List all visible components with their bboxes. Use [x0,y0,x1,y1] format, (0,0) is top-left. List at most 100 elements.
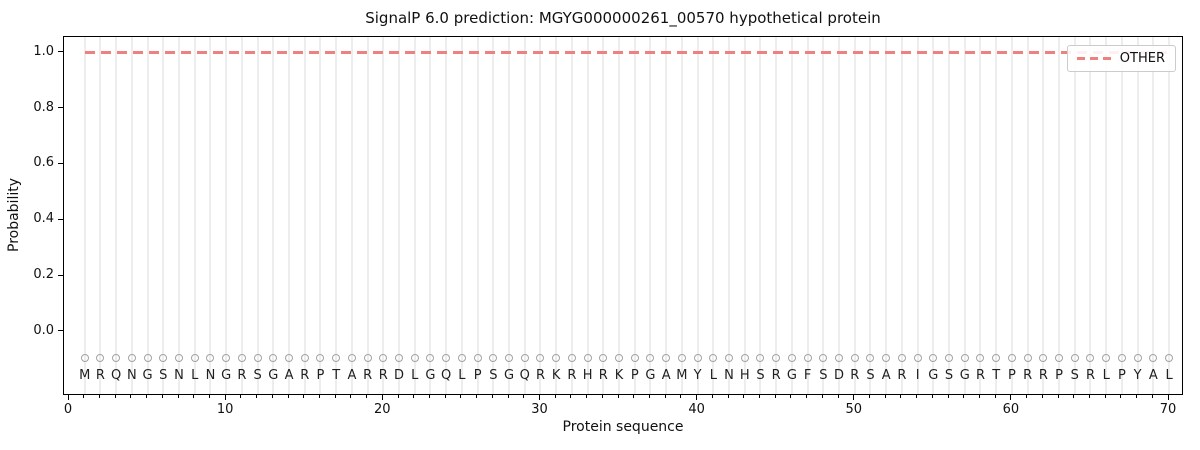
residue-marker [505,354,514,363]
x-minor-tick [491,395,493,398]
sequence-letter: Q [441,368,452,384]
gridline [413,37,416,394]
x-tick [1167,395,1169,400]
sequence-letter: R [95,368,105,384]
residue-marker [1165,354,1174,363]
sequence-letter: A [347,368,357,384]
x-minor-tick [208,395,210,398]
x-minor-tick [884,395,886,398]
x-minor-tick [931,395,933,398]
residue-marker [976,354,985,363]
y-tick [58,51,63,53]
x-minor-tick [287,395,289,398]
x-minor-tick [774,395,776,398]
x-minor-tick [633,395,635,398]
x-minor-tick [318,395,320,398]
x-minor-tick [83,395,85,398]
x-minor-tick [193,395,195,398]
y-tick [58,162,63,164]
x-minor-tick [428,395,430,398]
sequence-letter: I [915,368,920,384]
sequence-letter: D [834,368,845,384]
gridline [130,37,133,394]
sequence-letter: R [850,368,860,384]
x-minor-tick [271,395,273,398]
sequence-letter: L [411,368,419,384]
x-minor-tick [900,395,902,398]
residue-marker [803,354,812,363]
gridline [602,37,605,394]
sequence-letter: R [300,368,310,384]
y-tick-label: 0.0 [33,322,54,338]
gridline [240,37,243,394]
gridline [523,37,526,394]
sequence-letter: A [661,368,671,384]
sequence-letter: Q [111,368,122,384]
x-minor-tick [1073,395,1075,398]
y-tick [58,218,63,220]
gridline [193,37,196,394]
gridline [649,37,652,394]
sequence-letter: G [503,368,515,384]
x-minor-tick [177,395,179,398]
gridline [1026,37,1029,394]
x-minor-tick [790,395,792,398]
residue-marker [159,354,168,363]
y-tick-label: 0.2 [33,267,54,283]
gridline [885,37,888,394]
x-minor-tick [758,395,760,398]
x-minor-tick [1151,395,1153,398]
residue-marker [80,354,89,363]
residue-marker [1055,354,1064,363]
x-minor-tick [586,395,588,398]
x-tick-label: 20 [374,402,391,417]
gridline [1136,37,1139,394]
sequence-letter: R [535,368,545,384]
gridline [398,37,401,394]
x-minor-tick [868,395,870,398]
legend-box: OTHER [1066,45,1176,72]
residue-marker [489,354,498,363]
sequence-letter: G [142,368,153,384]
gridline [1105,37,1108,394]
gridline [460,37,463,394]
residue-marker [709,354,718,363]
x-axis-label: Protein sequence [562,419,684,435]
x-minor-tick [947,395,949,398]
sequence-letter: Y [1133,368,1142,384]
x-minor-tick [664,395,666,398]
residue-marker [379,354,388,363]
x-tick-label: 60 [1002,402,1020,417]
sequence-letter: S [944,368,954,384]
x-tick [67,395,69,400]
x-tick-label: 0 [63,402,73,417]
x-minor-tick [711,395,713,398]
sequence-letter: L [709,368,717,384]
x-minor-tick [366,395,368,398]
sequence-letter: R [237,368,247,384]
y-tick [58,274,63,276]
x-minor-tick [303,395,305,398]
gridline [1042,37,1045,394]
gridline [570,37,573,394]
residue-marker [237,354,246,363]
x-minor-tick [240,395,242,398]
gridline [916,37,919,394]
gridline [146,37,149,394]
x-minor-tick [397,395,399,398]
gridline [633,37,636,394]
residue-marker [992,354,1001,363]
sequence-letter: P [316,368,325,384]
gridline [948,37,951,394]
x-minor-tick [130,395,132,398]
sequence-letter: S [819,368,828,384]
gridline [822,37,825,394]
gridline [162,37,165,394]
sequence-letter: P [630,368,639,384]
residue-marker [473,354,482,363]
residue-marker [725,354,734,363]
residue-marker [1117,354,1126,363]
x-minor-tick [1088,395,1090,398]
gridline [209,37,212,394]
legend-label: OTHER [1119,51,1165,66]
